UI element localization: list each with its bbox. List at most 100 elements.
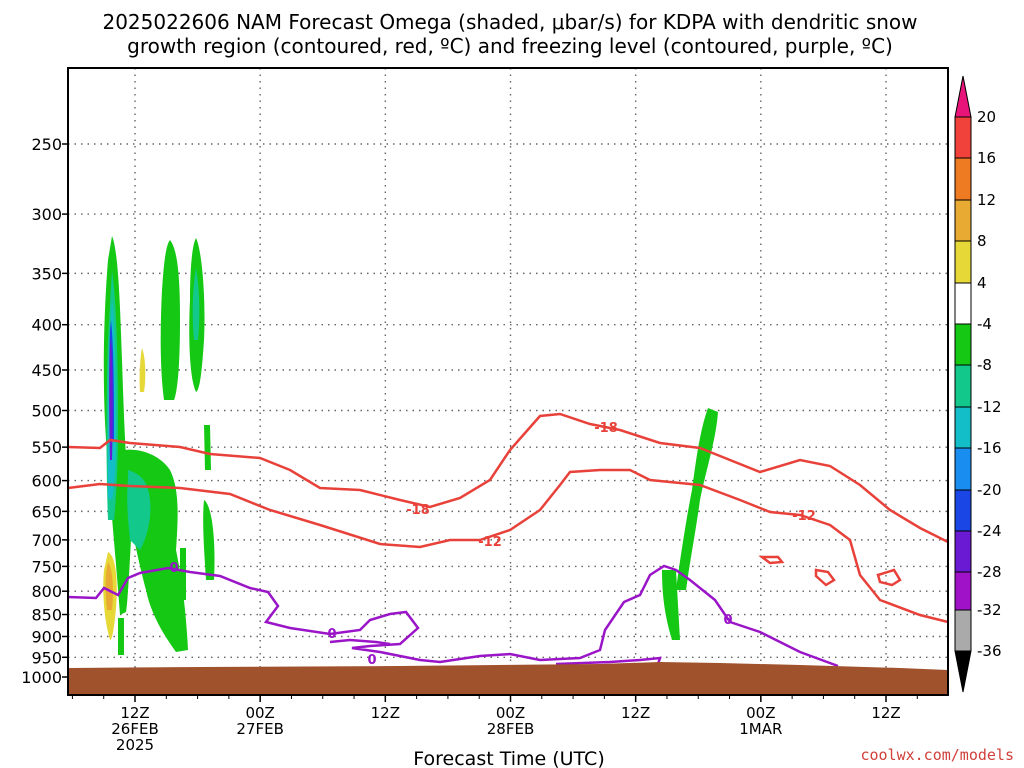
colorbar-top-arrow bbox=[954, 75, 972, 118]
freezing-contour-main bbox=[67, 564, 839, 668]
dgz-contour-blob-1 bbox=[758, 555, 785, 565]
colorbar-label: -4 bbox=[977, 315, 992, 333]
freezing-contour-loop bbox=[329, 638, 391, 646]
freezing-contour-labels: 0 0 0 0 bbox=[169, 561, 732, 668]
y-tick-label: 800 bbox=[31, 582, 62, 601]
x-tick-label: 12Z bbox=[120, 704, 149, 722]
dgz-label-lower-left: -12 bbox=[478, 535, 502, 550]
colorbar-label: -32 bbox=[977, 601, 1002, 619]
freezing-label-3: 0 bbox=[367, 653, 376, 668]
x-tick-label: 12Z bbox=[871, 704, 900, 722]
omega-area-green-6 bbox=[203, 500, 215, 580]
dgz-label-upper-right: -18 bbox=[594, 421, 618, 436]
colorbar-segment bbox=[954, 447, 972, 491]
colorbar-label: -36 bbox=[977, 642, 1002, 660]
y-tick-label: 500 bbox=[31, 402, 62, 421]
y-tick-label: 400 bbox=[31, 316, 62, 335]
colorbar-segment bbox=[954, 489, 972, 532]
dgz-contour-lower bbox=[67, 468, 949, 624]
omega-area-teal-4 bbox=[192, 268, 200, 340]
colorbar-segment bbox=[954, 571, 972, 611]
y-axis-ticks: 250 300 350 400 450 500 550 600 650 700 750 800 850 9… bbox=[21, 135, 68, 687]
dgz-label-upper-left: -18 bbox=[406, 503, 430, 518]
y-tick-label: 750 bbox=[31, 557, 62, 576]
chart-title-line-1: 2025022606 NAM Forecast Omega (shaded, μ… bbox=[102, 10, 917, 34]
dgz-contours bbox=[67, 412, 949, 624]
dgz-contour-blob-2 bbox=[814, 568, 836, 587]
colorbar-segment bbox=[954, 240, 972, 284]
gridlines bbox=[68, 68, 948, 695]
omega-area-green-5 bbox=[204, 425, 211, 470]
dgz-contour-blob-3 bbox=[876, 568, 902, 587]
plot-area bbox=[68, 68, 948, 695]
colorbar-label: 4 bbox=[977, 274, 987, 292]
x-tick-label: 00Z bbox=[746, 704, 775, 722]
colorbar-label: -20 bbox=[977, 481, 1002, 499]
colorbar-segment bbox=[954, 406, 972, 449]
freezing-label-4: 0 bbox=[723, 613, 732, 628]
omega-area-green-7 bbox=[180, 548, 186, 600]
colorbar-bottom-arrow bbox=[954, 650, 972, 693]
colorbar: 20 16 12 8 4 -4 -8 -12 -16 -20 -24 -28 -32 -36 bbox=[954, 75, 1002, 693]
colorbar-label: 16 bbox=[977, 149, 996, 167]
colorbar-label: 20 bbox=[977, 108, 996, 126]
y-tick-label: 600 bbox=[31, 472, 62, 491]
omega-area-orange-2 bbox=[105, 562, 113, 610]
omega-area-green-9 bbox=[676, 408, 718, 590]
x-tick-label: 26FEB bbox=[111, 720, 158, 738]
colorbar-segment bbox=[954, 530, 972, 573]
colorbar-label: 12 bbox=[977, 191, 996, 209]
colorbar-segment bbox=[954, 157, 972, 201]
chart-title-line-2: growth region (contoured, red, ºC) and f… bbox=[127, 34, 893, 58]
x-tick-label: 1MAR bbox=[739, 720, 782, 738]
y-tick-label: 450 bbox=[31, 361, 62, 380]
x-tick-label: 12Z bbox=[371, 704, 400, 722]
dgz-label-lower-right: -12 bbox=[792, 509, 816, 524]
colorbar-segment bbox=[954, 116, 972, 159]
y-tick-label: 850 bbox=[31, 606, 62, 625]
omega-shading bbox=[103, 236, 718, 655]
omega-area-purple-1 bbox=[109, 338, 113, 460]
plot-frame bbox=[67, 67, 949, 696]
y-tick-label: 1000 bbox=[21, 668, 62, 687]
x-tick-label: 12Z bbox=[621, 704, 650, 722]
y-tick-label: 550 bbox=[31, 438, 62, 457]
y-tick-label: 250 bbox=[31, 135, 62, 154]
x-tick-label: 2025 bbox=[116, 736, 154, 754]
y-tick-label: 900 bbox=[31, 627, 62, 646]
freezing-label-2: 0 bbox=[327, 627, 336, 642]
colorbar-segment bbox=[954, 199, 972, 242]
omega-area-yellow-1 bbox=[139, 348, 146, 392]
colorbar-segment bbox=[954, 282, 972, 325]
colorbar-label: -16 bbox=[977, 439, 1002, 457]
omega-area-teal-2 bbox=[127, 470, 151, 550]
colorbar-segment bbox=[954, 609, 972, 652]
terrain-band bbox=[68, 662, 948, 695]
credit-text: coolwx.com/models bbox=[860, 746, 1014, 764]
y-tick-label: 650 bbox=[31, 502, 62, 521]
freezing-label-1: 0 bbox=[169, 561, 178, 576]
x-tick-label: 00Z bbox=[496, 704, 525, 722]
colorbar-segment bbox=[954, 323, 972, 366]
y-tick-label: 700 bbox=[31, 531, 62, 550]
colorbar-segment bbox=[954, 364, 972, 408]
colorbar-label: -28 bbox=[977, 563, 1002, 581]
colorbar-label: -8 bbox=[977, 356, 992, 374]
x-tick-label: 28FEB bbox=[487, 720, 534, 738]
colorbar-label: 8 bbox=[977, 232, 987, 250]
dgz-contour-labels: -18 -18 -12 -12 bbox=[406, 421, 816, 550]
omega-area-green-8 bbox=[118, 618, 124, 655]
x-tick-label: 00Z bbox=[245, 704, 274, 722]
x-axis-label: Forecast Time (UTC) bbox=[413, 748, 604, 768]
x-tick-label: 27FEB bbox=[236, 720, 283, 738]
omega-area-green-3 bbox=[160, 240, 180, 400]
y-tick-label: 350 bbox=[31, 264, 62, 283]
colorbar-label: -24 bbox=[977, 522, 1002, 540]
dgz-contour-upper bbox=[67, 412, 949, 544]
y-tick-label: 300 bbox=[31, 205, 62, 224]
omega-area-green-10 bbox=[662, 570, 680, 640]
colorbar-label: -12 bbox=[977, 398, 1002, 416]
y-tick-label: 950 bbox=[31, 648, 62, 667]
